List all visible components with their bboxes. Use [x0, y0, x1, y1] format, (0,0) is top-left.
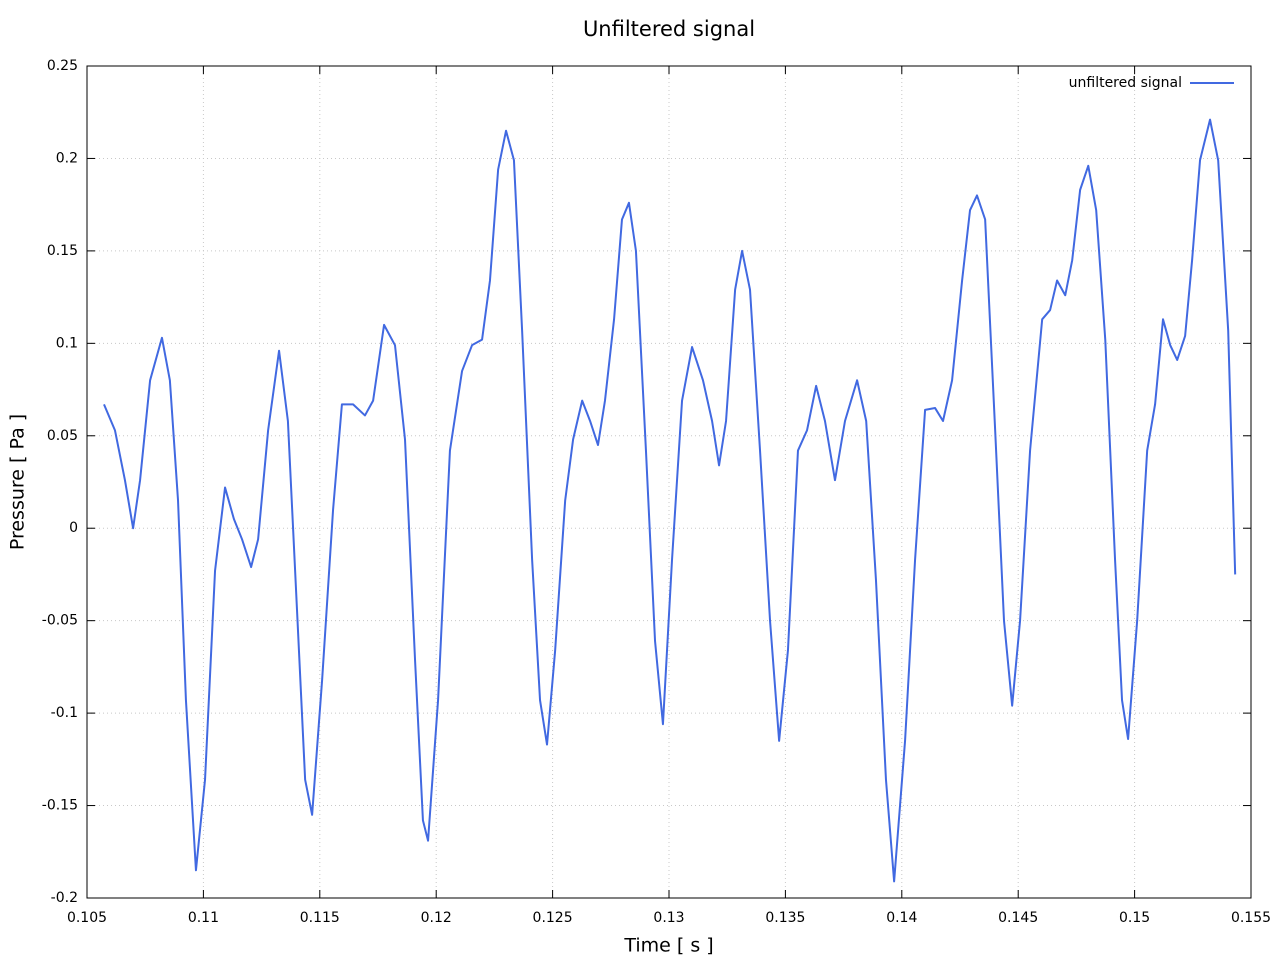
x-tick-label: 0.14 [886, 910, 917, 926]
x-tick-label: 0.145 [998, 910, 1038, 926]
legend-label: unfiltered signal [1069, 75, 1182, 91]
plot-frame [86, 65, 1252, 899]
x-tick-label: 0.12 [421, 910, 452, 926]
y-tick-label: 0.1 [56, 335, 78, 351]
y-tick-label: 0.2 [56, 150, 78, 166]
y-tick-label: 0.15 [47, 243, 78, 259]
y-tick-label: -0.05 [42, 613, 78, 629]
x-tick-label: 0.115 [300, 910, 340, 926]
x-tick-label: 0.15 [1119, 910, 1150, 926]
x-tick-label: 0.105 [67, 910, 107, 926]
chart-title: Unfiltered signal [583, 17, 755, 41]
x-tick-label: 0.13 [653, 910, 684, 926]
x-tick-label: 0.135 [765, 910, 805, 926]
y-tick-label: 0 [69, 520, 78, 536]
x-axis-label: Time [ s ] [623, 935, 713, 957]
y-tick-label: 0.25 [47, 58, 78, 74]
x-tick-label: 0.11 [188, 910, 219, 926]
y-axis-label: Pressure [ Pa ] [7, 414, 29, 550]
x-tick-label: 0.155 [1231, 910, 1271, 926]
x-tick-label: 0.125 [533, 910, 573, 926]
y-tick-label: 0.05 [47, 428, 78, 444]
y-tick-label: -0.1 [51, 705, 78, 721]
y-tick-label: -0.2 [51, 890, 78, 906]
y-tick-label: -0.15 [42, 798, 78, 814]
data-line [103, 118, 1237, 883]
